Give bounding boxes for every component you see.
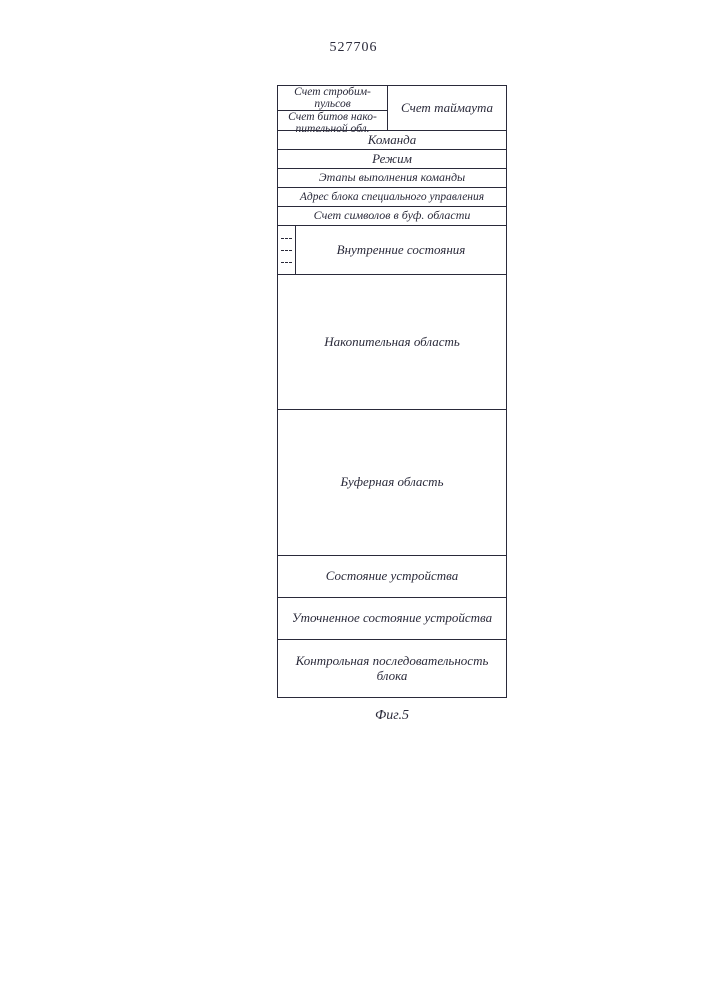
cell-internal-states: Внутренние состояния — [296, 226, 506, 274]
cell-strobe-count: Счет стробим-пульсов — [278, 86, 387, 111]
row-strobe-left: Счет стробим-пульсов Счет битов нако-пит… — [278, 86, 388, 130]
row-block-address: Адрес блока специального управления — [278, 188, 506, 207]
row-refined-device-state: Уточненное состояние устройства — [278, 598, 506, 640]
cell-timeout-count: Счет таймаута — [388, 86, 506, 130]
row-buffer-area: Буферная область — [278, 410, 506, 556]
row-strobe-timeout: Счет стробим-пульсов Счет битов нако-пит… — [278, 86, 506, 131]
internal-state-ticks — [278, 226, 296, 274]
row-internal-states: Внутренние состояния — [278, 226, 506, 275]
row-device-state: Состояние устройства — [278, 556, 506, 598]
row-mode: Режим — [278, 150, 506, 169]
figure-caption: Фиг.5 — [277, 708, 507, 724]
memory-layout-diagram: Счет стробим-пульсов Счет битов нако-пит… — [277, 85, 507, 698]
page-number: 527706 — [0, 40, 707, 56]
row-symbol-count: Счет символов в буф. области — [278, 207, 506, 226]
row-block-check-sequence: Контрольная последовательность блока — [278, 640, 506, 698]
row-accumulator-area: Накопительная область — [278, 275, 506, 410]
row-stages: Этапы выполнения команды — [278, 169, 506, 188]
